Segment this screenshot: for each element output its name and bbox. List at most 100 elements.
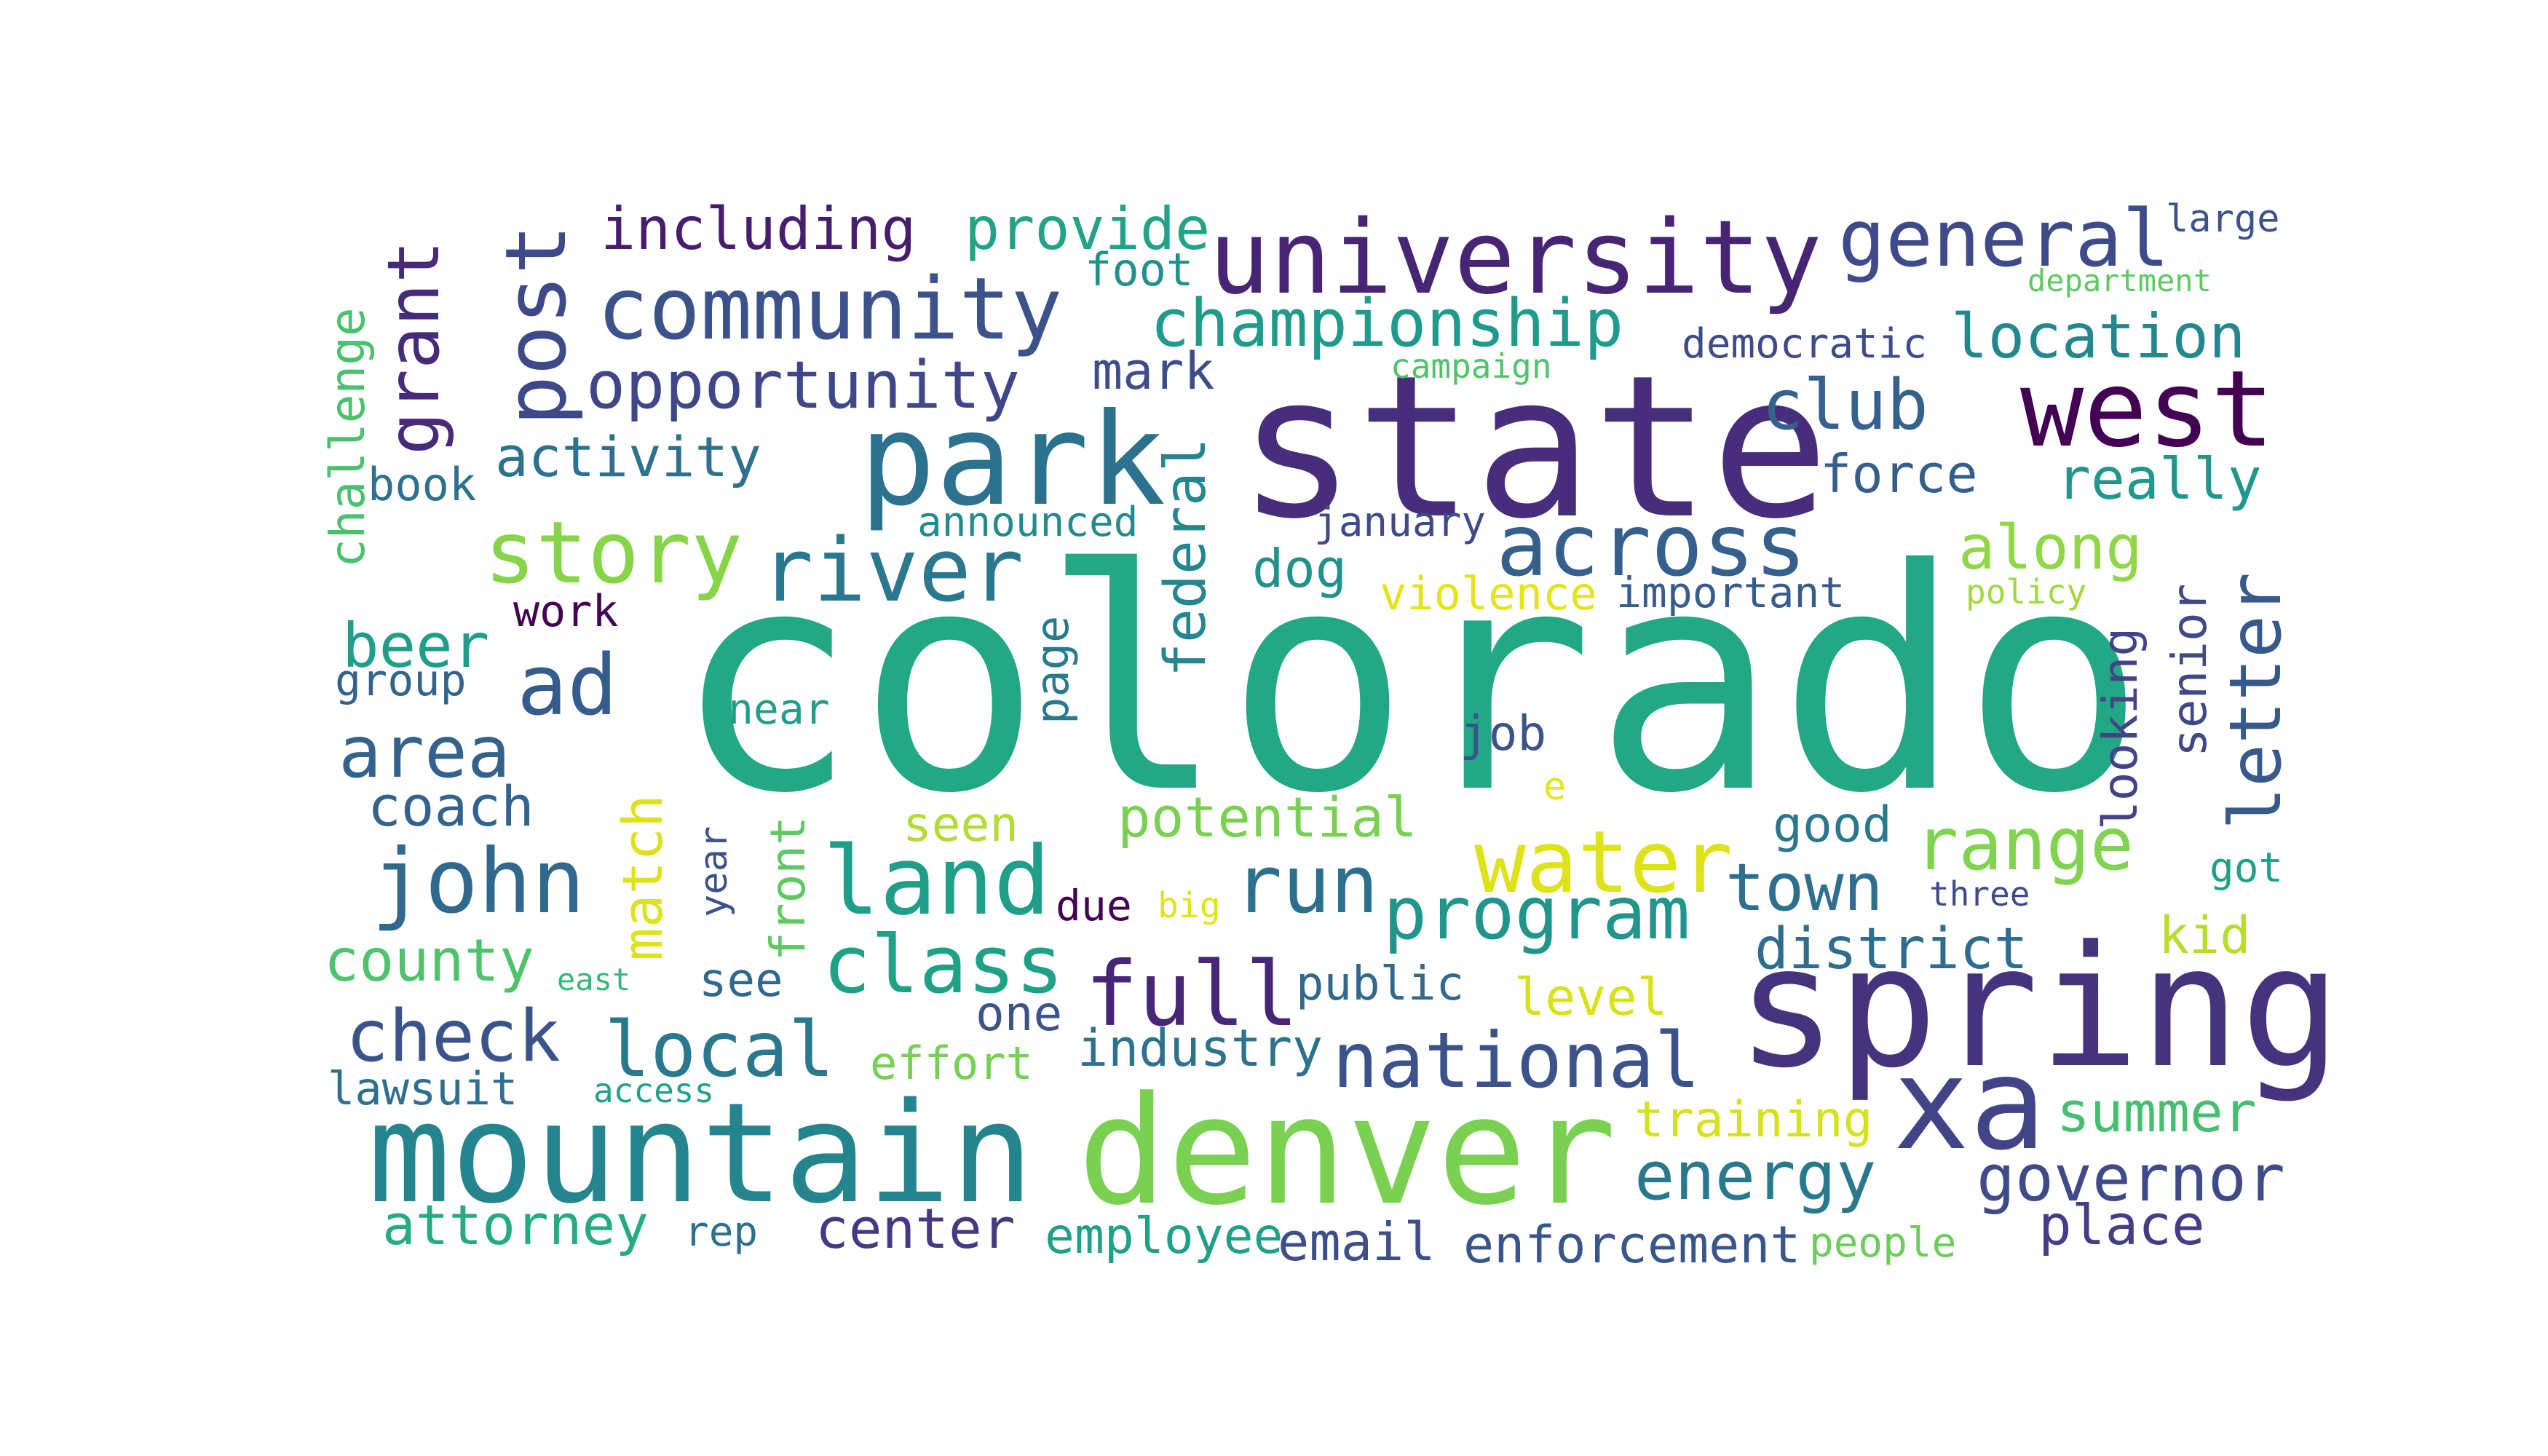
- word-seen: seen: [903, 796, 1018, 852]
- word-local: local: [604, 1005, 835, 1094]
- word-foot: foot: [1085, 243, 1194, 296]
- word-good: good: [1773, 796, 1892, 854]
- word-general: general: [1838, 194, 2170, 285]
- word-along: along: [1958, 512, 2143, 583]
- word-check: check: [346, 995, 561, 1078]
- word-across: across: [1496, 495, 1807, 596]
- word-people: people: [1809, 1219, 1957, 1267]
- word-provide: provide: [965, 195, 1211, 263]
- word-important: important: [1616, 568, 1845, 617]
- word-near: near: [728, 684, 830, 734]
- word-including: including: [601, 195, 917, 263]
- word-large: large: [2166, 197, 2280, 241]
- word-run: run: [1234, 838, 1379, 931]
- word-enforcement: enforcement: [1463, 1215, 1801, 1275]
- word-post: post: [488, 224, 585, 426]
- word-one: one: [976, 986, 1063, 1042]
- word-force: force: [1820, 443, 1978, 505]
- word-big: big: [1158, 885, 1221, 926]
- word-really: really: [2057, 447, 2262, 513]
- word-email: email: [1278, 1211, 1436, 1273]
- word-january: january: [1314, 499, 1487, 546]
- word-governor: governor: [1977, 1141, 2285, 1216]
- word-story: story: [484, 502, 743, 603]
- word-department: department: [2027, 263, 2212, 298]
- word-location: location: [1951, 301, 2246, 372]
- word-letter: letter: [2215, 571, 2298, 830]
- word-potential: potential: [1117, 785, 1417, 850]
- word-university: university: [1208, 199, 1822, 317]
- word-program: program: [1383, 871, 1690, 956]
- word-full: full: [1085, 943, 1299, 1046]
- word-spring: spring: [1736, 911, 2341, 1105]
- word-class: class: [823, 918, 1064, 1011]
- word-effort: effort: [870, 1037, 1033, 1090]
- word-match: match: [610, 794, 675, 961]
- word-looking: looking: [2092, 627, 2148, 830]
- word-training: training: [1634, 1091, 1873, 1149]
- word-water: water: [1474, 812, 1733, 912]
- word-opportunity: opportunity: [586, 347, 1021, 424]
- word-land: land: [823, 826, 1051, 936]
- word-summer: summer: [2057, 1080, 2257, 1144]
- word-page: page: [1026, 615, 1079, 724]
- word-beer: beer: [342, 610, 490, 681]
- word-policy: policy: [1966, 572, 2087, 612]
- word-area: area: [339, 711, 511, 794]
- word-rep: rep: [684, 1208, 759, 1256]
- word-grant: grant: [373, 240, 456, 455]
- word-coach: coach: [368, 774, 534, 839]
- word-xa: xa: [1893, 1031, 2046, 1179]
- word-senior: senior: [2161, 583, 2217, 757]
- word-campaign: campaign: [1390, 347, 1552, 386]
- word-see: see: [699, 954, 783, 1008]
- word-west: west: [2020, 348, 2275, 471]
- word-energy: energy: [1634, 1137, 1877, 1215]
- word-dog: dog: [1252, 538, 1348, 599]
- word-town: town: [1725, 850, 1883, 926]
- word-job: job: [1460, 705, 1547, 761]
- word-got: got: [2209, 844, 2284, 892]
- word-due: due: [1056, 881, 1132, 930]
- word-john: john: [371, 830, 585, 933]
- word-federal: federal: [1153, 438, 1219, 677]
- word-state: state: [1238, 333, 1829, 562]
- word-front: front: [760, 816, 816, 961]
- word-district: district: [1754, 917, 2028, 982]
- word-public: public: [1296, 957, 1465, 1011]
- word-challenge: challenge: [320, 307, 376, 568]
- word-e: e: [1543, 765, 1567, 809]
- word-group: group: [335, 655, 467, 706]
- word-year: year: [692, 826, 736, 917]
- word-colorado: colorado: [673, 505, 2146, 860]
- word-club: club: [1762, 365, 1928, 446]
- word-lawsuit: lawsuit: [328, 1062, 518, 1115]
- word-kid: kid: [2159, 906, 2251, 965]
- word-championship: championship: [1150, 285, 1624, 362]
- word-national: national: [1332, 1016, 1701, 1105]
- word-activity: activity: [495, 424, 762, 489]
- word-industry: industry: [1077, 1018, 1324, 1078]
- word-mark: mark: [1092, 341, 1215, 401]
- word-book: book: [368, 458, 477, 511]
- word-park: park: [859, 387, 1166, 534]
- word-mountain: mountain: [368, 1073, 1034, 1234]
- word-river: river: [761, 521, 1024, 622]
- word-attorney: attorney: [382, 1192, 649, 1257]
- word-center: center: [815, 1196, 1016, 1261]
- word-work: work: [513, 586, 619, 637]
- word-east: east: [557, 962, 631, 997]
- word-denver: denver: [1077, 1065, 1617, 1238]
- word-access: access: [593, 1071, 715, 1110]
- word-range: range: [1915, 802, 2134, 887]
- word-employee: employee: [1045, 1208, 1283, 1265]
- word-community: community: [597, 258, 1063, 359]
- word-ad: ad: [517, 637, 618, 735]
- word-violence: violence: [1380, 567, 1597, 620]
- word-place: place: [2038, 1192, 2205, 1257]
- word-county: county: [324, 927, 534, 994]
- word-announced: announced: [917, 499, 1139, 546]
- word-democratic: democratic: [1682, 320, 1928, 368]
- word-three: three: [1929, 874, 2030, 914]
